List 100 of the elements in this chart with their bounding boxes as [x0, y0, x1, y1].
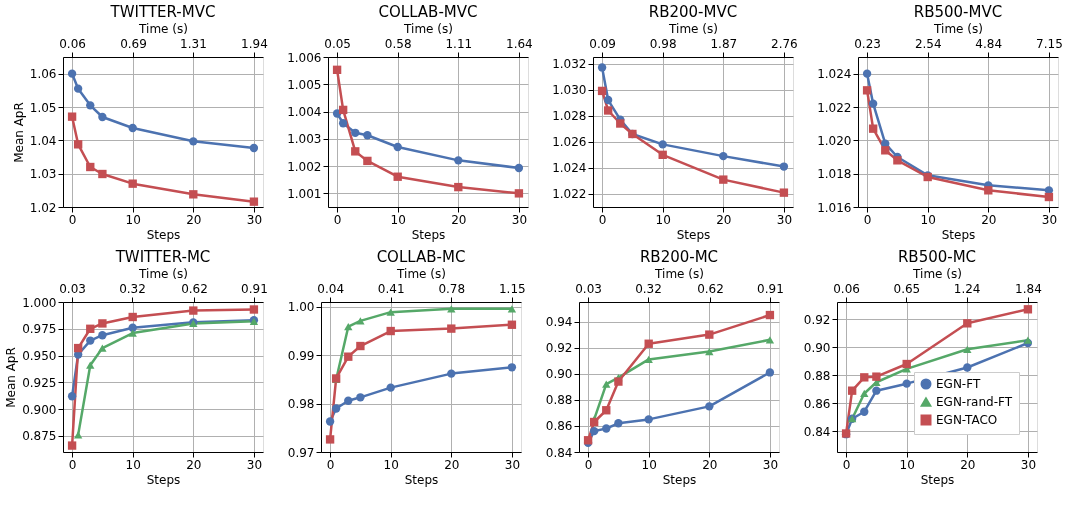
- point: [447, 369, 456, 378]
- point: [249, 197, 259, 206]
- y-tick-label: 0.92: [545, 341, 573, 356]
- x-tick-label: 10: [125, 212, 141, 227]
- x-tick-label: 20: [960, 457, 976, 472]
- x2-tick-label: 0.69: [120, 36, 147, 51]
- y-axis-title: Mean ApR: [11, 102, 26, 163]
- point: [356, 393, 365, 402]
- x2-tick-label: 7.15: [1036, 36, 1063, 51]
- point: [86, 324, 95, 333]
- y-tick-label: 0.90: [545, 367, 573, 382]
- point: [356, 341, 365, 351]
- point: [963, 345, 972, 353]
- y-tick-label: 1.030: [552, 83, 587, 98]
- x2-tick-label: 0.41: [377, 281, 405, 296]
- x-tick-label: 0: [598, 212, 607, 227]
- x-axis-title: Steps: [676, 227, 711, 242]
- y-tick-label: 0.98: [287, 397, 315, 412]
- x-tick-label: 0: [326, 457, 335, 472]
- point: [872, 386, 881, 395]
- x2-tick-label: 0.62: [181, 281, 208, 296]
- x2-tick-label: 1.11: [445, 36, 473, 51]
- y-tick-label: 1.005: [287, 77, 322, 92]
- x-tick-label: 10: [125, 457, 141, 472]
- point: [363, 156, 372, 166]
- x2-tick-label: 0.78: [438, 281, 466, 296]
- point: [67, 112, 77, 121]
- x-axis-title: Steps: [404, 472, 439, 487]
- point: [189, 190, 198, 199]
- x-tick-label: 10: [920, 212, 936, 227]
- y-tick-label: 0.875: [22, 429, 57, 444]
- y-tick-label: 1.002: [287, 159, 322, 174]
- point: [128, 312, 137, 322]
- chart-title: TWITTER-MVC: [109, 3, 216, 21]
- y-tick-label: 0.90: [803, 340, 831, 355]
- point: [614, 419, 623, 428]
- y-tick-label: 1.026: [552, 135, 587, 150]
- chart-title: RB500-MVC: [913, 3, 1003, 21]
- point: [779, 162, 789, 171]
- point: [963, 319, 972, 328]
- x-tick-label: 20: [981, 212, 997, 227]
- x2-tick-label: 0.06: [833, 281, 860, 296]
- y-axis-title: Mean ApR: [4, 347, 19, 408]
- y-tick-label: 0.900: [22, 402, 57, 417]
- point: [249, 143, 259, 153]
- x-tick-label: 10: [655, 212, 671, 227]
- point: [128, 123, 137, 133]
- point: [765, 336, 775, 344]
- x-axis-title: Steps: [146, 472, 181, 487]
- point: [447, 305, 456, 313]
- x-tick-label: 30: [246, 212, 263, 227]
- x-tick-label: 30: [776, 212, 793, 227]
- point: [719, 175, 728, 184]
- x-tick-label: 20: [444, 457, 460, 472]
- point: [67, 69, 77, 78]
- x-tick-label: 30: [504, 457, 521, 472]
- x-tick-label: 20: [702, 457, 718, 472]
- point: [868, 99, 878, 108]
- x2-tick-label: 0.03: [575, 281, 602, 296]
- y-tick-label: 1.024: [552, 161, 587, 176]
- x2-tick-label: 2.76: [771, 36, 798, 51]
- y-tick-label: 1.022: [817, 100, 852, 115]
- x-tick-label: 20: [716, 212, 732, 227]
- x2-tick-label: 0.32: [119, 281, 146, 296]
- y-tick-label: 1.001: [287, 186, 322, 201]
- x-axis-title: Steps: [411, 227, 446, 242]
- y-tick-label: 0.86: [545, 419, 573, 434]
- point: [603, 95, 613, 105]
- point: [128, 179, 137, 188]
- point: [860, 389, 869, 398]
- point: [705, 402, 714, 411]
- x2-tick-label: 1.64: [506, 36, 533, 51]
- point: [872, 372, 881, 381]
- x-tick-label: 20: [186, 212, 202, 227]
- x2-axis-title: Time (s): [933, 21, 983, 36]
- point: [881, 146, 890, 155]
- point: [189, 306, 198, 315]
- point: [765, 310, 775, 320]
- x2-axis-title: Time (s): [654, 266, 704, 281]
- y-tick-label: 1.03: [29, 167, 57, 182]
- x-tick-label: 30: [1020, 457, 1037, 472]
- point: [67, 441, 77, 450]
- point: [393, 142, 402, 152]
- y-tick-label: 0.97: [287, 445, 315, 460]
- point: [249, 305, 259, 314]
- chart-title: RB200-MVC: [648, 3, 738, 21]
- point: [98, 169, 107, 179]
- point: [514, 189, 524, 198]
- x2-axis-title: Time (s): [668, 21, 718, 36]
- x-tick-label: 0: [584, 457, 593, 472]
- y-tick-label: 0.975: [22, 322, 57, 337]
- x-tick-label: 10: [899, 457, 915, 472]
- chart-title: TWITTER-MC: [114, 248, 211, 266]
- point: [603, 106, 613, 115]
- point: [86, 361, 95, 369]
- x-tick-label: 10: [641, 457, 657, 472]
- chart-title: COLLAB-MC: [376, 248, 466, 266]
- x-tick-label: 20: [186, 457, 202, 472]
- point: [86, 336, 95, 345]
- point: [507, 363, 517, 372]
